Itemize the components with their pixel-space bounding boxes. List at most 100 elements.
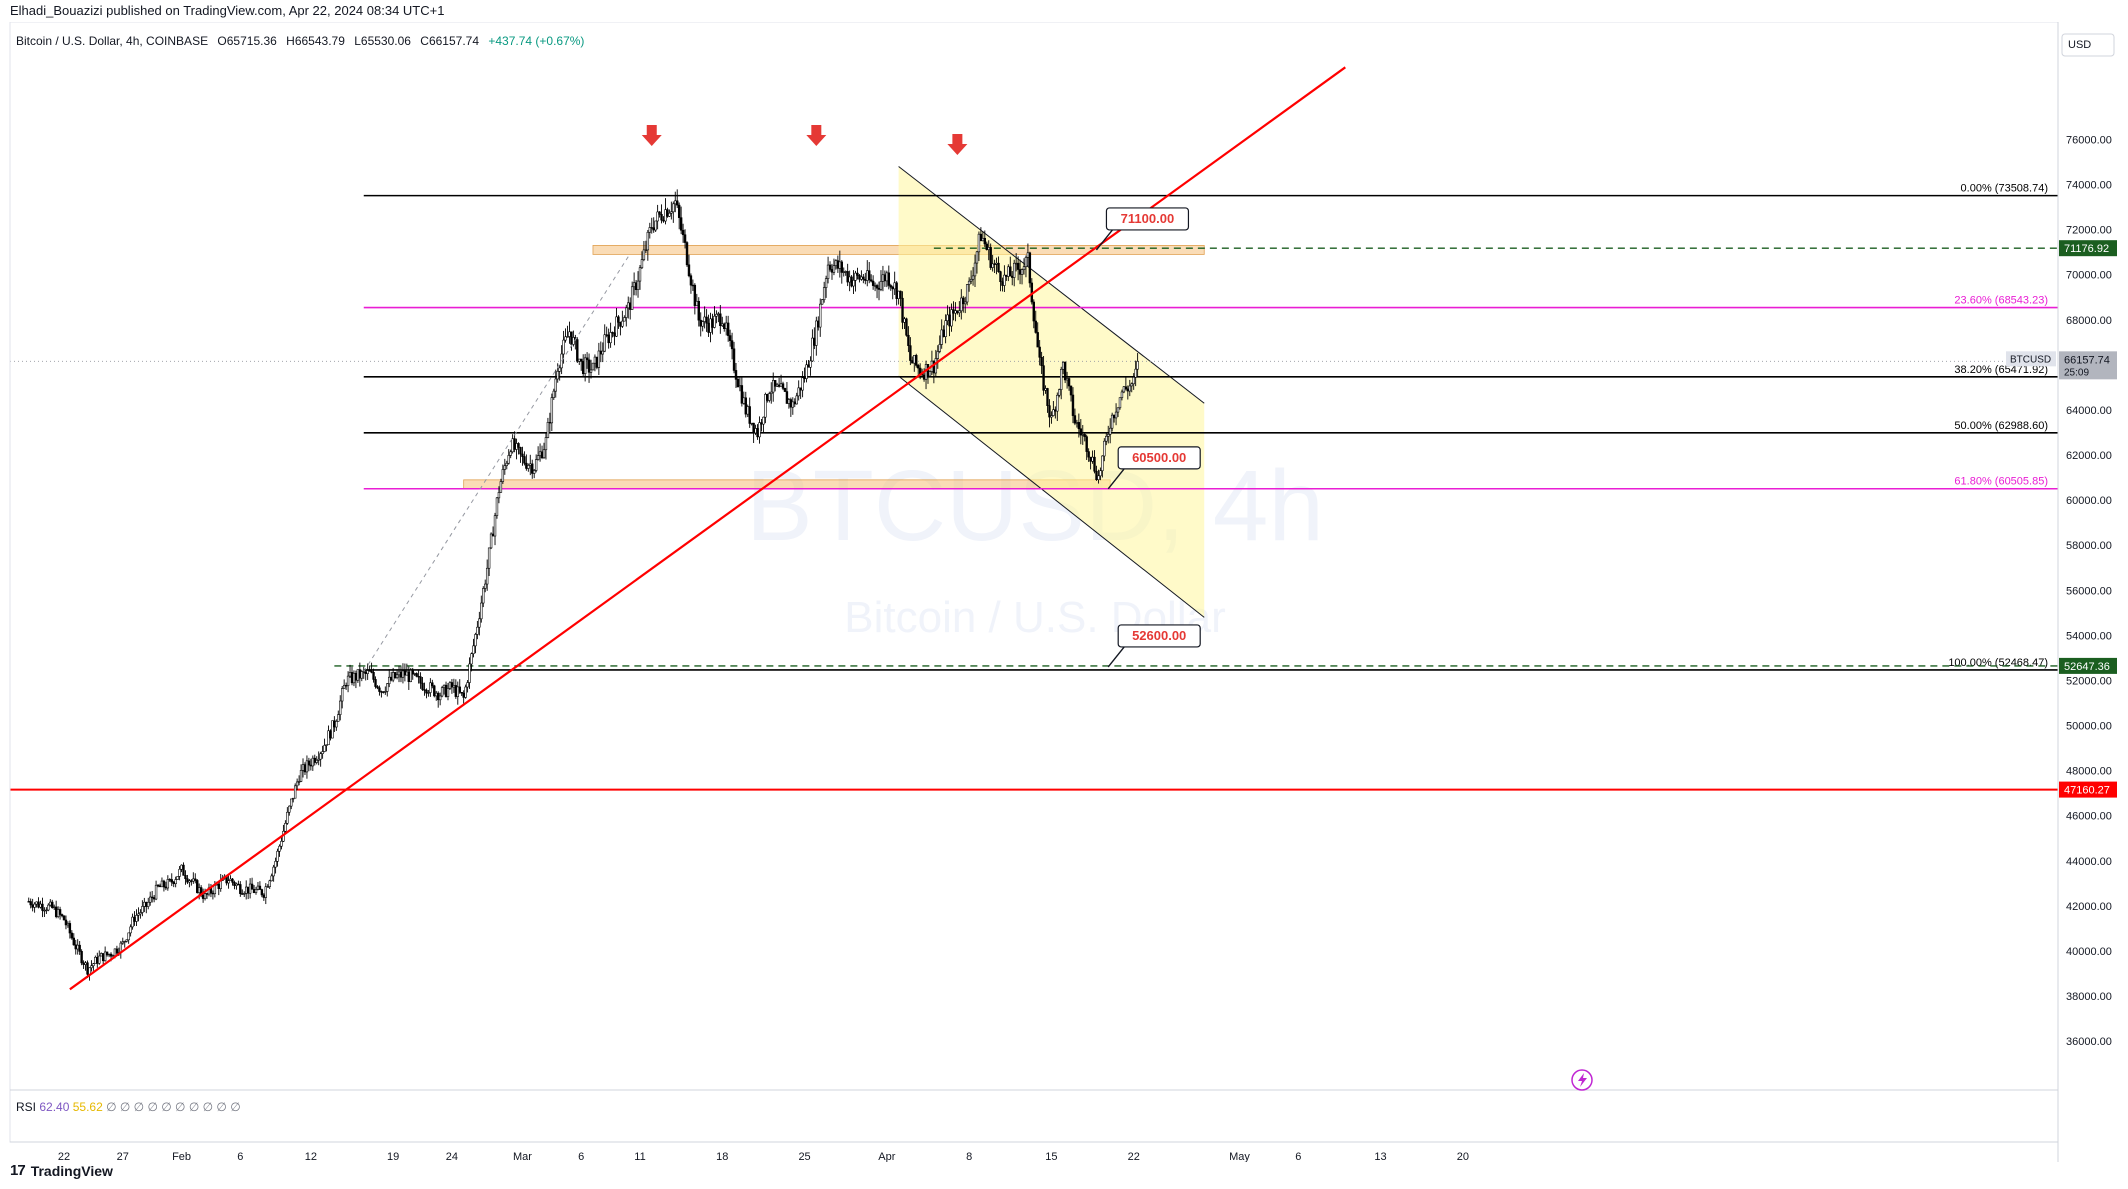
candle-body bbox=[194, 878, 197, 881]
candle-body bbox=[456, 686, 459, 697]
candle-body bbox=[1058, 389, 1061, 396]
candle-body bbox=[425, 689, 428, 694]
candle-body bbox=[529, 463, 532, 466]
candle-body bbox=[421, 682, 424, 690]
candle-body bbox=[907, 334, 910, 346]
lightning-icon bbox=[1571, 1069, 1593, 1091]
price-chart[interactable]: BTCUSD, 4h Bitcoin / U.S. Dollar 0.00% (… bbox=[0, 22, 2128, 1162]
publisher-text: Elhadi_Bouazizi published on TradingView… bbox=[10, 3, 445, 18]
price-tag-bg bbox=[2059, 781, 2117, 798]
candle-body bbox=[997, 262, 1000, 272]
candle-body bbox=[1107, 434, 1110, 437]
candle-body bbox=[62, 915, 66, 921]
candle-body bbox=[174, 879, 177, 885]
tradingview-logo-icon: 17 bbox=[10, 1162, 26, 1179]
candle-body bbox=[893, 282, 896, 290]
candle-body bbox=[266, 886, 269, 888]
candle-body bbox=[1093, 456, 1096, 472]
candle-body bbox=[433, 685, 436, 697]
countdown-text: 25:09 bbox=[2064, 367, 2089, 378]
candle-body bbox=[599, 350, 603, 355]
candle-body bbox=[509, 451, 512, 456]
candle-body bbox=[401, 670, 405, 678]
candle-body bbox=[307, 760, 311, 766]
candle-body bbox=[760, 422, 763, 425]
currency-label[interactable]: USD bbox=[2068, 39, 2091, 51]
candle-body bbox=[873, 285, 877, 287]
candle-body bbox=[546, 421, 550, 438]
price-tick-label: 52000.00 bbox=[2066, 675, 2112, 687]
candle-body bbox=[1122, 386, 1126, 393]
candle-body bbox=[593, 356, 597, 364]
candle-body bbox=[27, 901, 30, 903]
candle-body bbox=[237, 883, 240, 886]
candle-body bbox=[703, 316, 706, 322]
candle-body bbox=[162, 880, 166, 888]
callout-pointer bbox=[1107, 646, 1125, 668]
candle-body bbox=[581, 361, 585, 375]
price-axis[interactable]: 36000.00 38000.00 40000.00 42000.00 44000.00… bbox=[9, 22, 2117, 1162]
time-tick-label: Apr bbox=[878, 1151, 895, 1162]
candle-body bbox=[260, 889, 264, 896]
rsi-label: RSI bbox=[16, 1100, 37, 1114]
candle-body bbox=[184, 875, 187, 880]
callout-text: 60500.00 bbox=[1132, 450, 1186, 465]
candle-body bbox=[689, 275, 693, 286]
candle-body bbox=[1014, 262, 1018, 265]
candle-body bbox=[407, 671, 411, 682]
candle-body bbox=[51, 901, 54, 908]
candle-body bbox=[411, 669, 414, 675]
candle-body bbox=[139, 912, 142, 915]
candle-body bbox=[505, 462, 508, 466]
candle-body bbox=[805, 364, 808, 379]
candle-body bbox=[979, 233, 983, 242]
price-tag-text: 71176.92 bbox=[2064, 243, 2109, 255]
candle-body bbox=[679, 217, 683, 231]
time-axis[interactable]: 22 27 Feb 6 12 19 24 Mar 6 11 18 25 Apr 8 15 22 May 6 13 20 bbox=[10, 1141, 2058, 1162]
candle-body bbox=[452, 685, 456, 688]
candle-body bbox=[103, 951, 107, 962]
symbol-legend[interactable]: Bitcoin / U.S. Dollar, 4h, COINBASE O657… bbox=[16, 34, 590, 48]
candle-body bbox=[1040, 356, 1043, 366]
candle-body bbox=[1103, 440, 1106, 457]
candle-body bbox=[770, 391, 773, 394]
candle-body bbox=[940, 329, 943, 345]
candle-body bbox=[578, 358, 581, 362]
candle-body bbox=[1020, 269, 1024, 275]
candle-body bbox=[707, 322, 710, 333]
candle-body bbox=[858, 275, 861, 280]
brand-text: TradingView bbox=[30, 1162, 113, 1179]
channel-upper-line[interactable] bbox=[898, 166, 1205, 404]
candle-body bbox=[233, 882, 236, 886]
candle-body bbox=[197, 887, 201, 893]
currency-box[interactable] bbox=[2061, 33, 2115, 57]
candle-body bbox=[666, 209, 669, 217]
candle-body bbox=[460, 692, 463, 694]
candle-body bbox=[654, 220, 657, 231]
candle-body bbox=[147, 901, 150, 907]
candle-body bbox=[891, 286, 894, 290]
channel-lower-line[interactable] bbox=[898, 375, 1205, 618]
candle-body bbox=[934, 358, 938, 374]
price-tick-label: 42000.00 bbox=[2066, 901, 2112, 913]
candle-body bbox=[658, 211, 661, 215]
candle-body bbox=[609, 332, 612, 344]
candle-body bbox=[572, 337, 575, 345]
candle-body bbox=[889, 285, 892, 288]
candle-body bbox=[341, 688, 344, 702]
price-tag-bg bbox=[2059, 657, 2117, 674]
candle-body bbox=[196, 880, 199, 893]
candle-body bbox=[916, 365, 920, 369]
candle-body bbox=[615, 316, 618, 337]
candle-body bbox=[446, 688, 450, 697]
footer-brand[interactable]: 17 TradingView bbox=[10, 1162, 113, 1179]
candle-body bbox=[1116, 407, 1120, 413]
candle-body bbox=[699, 319, 702, 327]
rsi-legend[interactable]: RSI 62.40 55.62 ∅ ∅ ∅ ∅ ∅ ∅ ∅ ∅ ∅ ∅ bbox=[16, 1100, 241, 1114]
candle-body bbox=[595, 356, 599, 368]
candle-body bbox=[687, 264, 691, 277]
candle-body bbox=[141, 906, 144, 913]
candle-body bbox=[911, 360, 914, 364]
fib-level-label: 50.00% (62988.60) bbox=[1954, 420, 2048, 432]
candle-body bbox=[438, 695, 442, 701]
